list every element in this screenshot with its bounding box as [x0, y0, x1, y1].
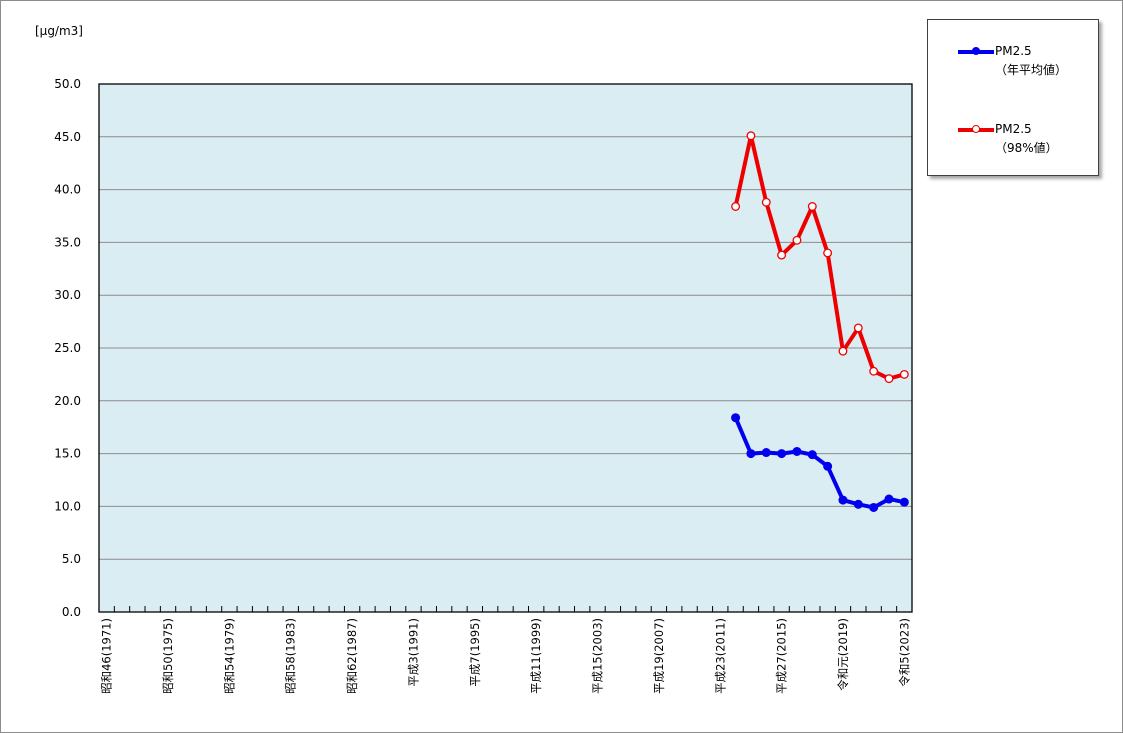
legend-label-98-percent: PM2.5 [995, 122, 1032, 136]
x-tick-label: 昭和54(1979) [222, 618, 236, 694]
data-point [807, 202, 817, 211]
plot-border [98, 83, 913, 613]
legend-marker-annual-mean [972, 47, 980, 55]
data-point [899, 369, 909, 379]
x-tick-label: 平成3(1991) [406, 618, 420, 687]
x-tick-label: 令和5(2023) [897, 618, 911, 687]
data-point [807, 450, 817, 460]
data-point [869, 366, 879, 376]
x-tick-label: 昭和46(1971) [100, 618, 114, 694]
data-point [884, 494, 894, 504]
x-tick-label: 昭和50(1975) [161, 618, 175, 694]
data-point [731, 202, 741, 211]
x-tick-label: 平成27(2015) [775, 618, 789, 694]
y-tick-label: 40.0 [54, 183, 81, 197]
data-point [731, 413, 741, 423]
y-tick-label: 35.0 [54, 235, 81, 249]
data-point [838, 495, 848, 505]
legend: PM2.5 （年平均値） PM2.5 （98%値） [927, 19, 1099, 176]
x-tick-label: 平成11(1999) [529, 618, 543, 694]
data-point [761, 197, 771, 207]
x-tick-label: 昭和62(1987) [345, 618, 359, 694]
y-tick-label: 5.0 [62, 552, 81, 566]
y-tick-label: 45.0 [54, 130, 81, 144]
x-tick-label: 令和元(2019) [836, 618, 850, 691]
data-point [746, 131, 756, 141]
x-tick-label: 平成7(1995) [468, 618, 482, 687]
data-point [869, 502, 879, 512]
data-point [884, 374, 894, 384]
y-tick-label: 0.0 [62, 605, 81, 619]
y-tick-label: 30.0 [54, 288, 81, 302]
y-tick-label: 10.0 [54, 499, 81, 513]
y-tick-label: 20.0 [54, 394, 81, 408]
data-point [853, 499, 863, 509]
x-tick-label: 平成23(2011) [713, 618, 727, 694]
data-point [746, 449, 756, 459]
data-point [823, 248, 833, 258]
legend-label-annual-mean: PM2.5 [995, 44, 1032, 58]
y-tick-label: 50.0 [54, 77, 81, 91]
data-point [899, 497, 909, 507]
legend-sub-98-percent: （98%値） [995, 141, 1058, 155]
data-point [792, 235, 802, 245]
data-point [792, 446, 802, 456]
y-tick-label: 25.0 [54, 341, 81, 355]
legend-sub-annual-mean: （年平均値） [995, 63, 1068, 77]
data-point [761, 448, 771, 458]
y-tick-label: 15.0 [54, 447, 81, 461]
y-unit-label: [μg/m3] [35, 24, 83, 38]
x-tick-label: 平成19(2007) [652, 618, 666, 694]
data-point [777, 449, 787, 459]
data-point [777, 250, 787, 260]
x-tick-label: 平成15(2003) [591, 618, 605, 694]
x-tick-label: 昭和58(1983) [284, 618, 298, 694]
data-point [823, 461, 833, 471]
legend-marker-98-percent [972, 125, 980, 133]
data-point [838, 346, 848, 356]
data-point [853, 323, 863, 333]
